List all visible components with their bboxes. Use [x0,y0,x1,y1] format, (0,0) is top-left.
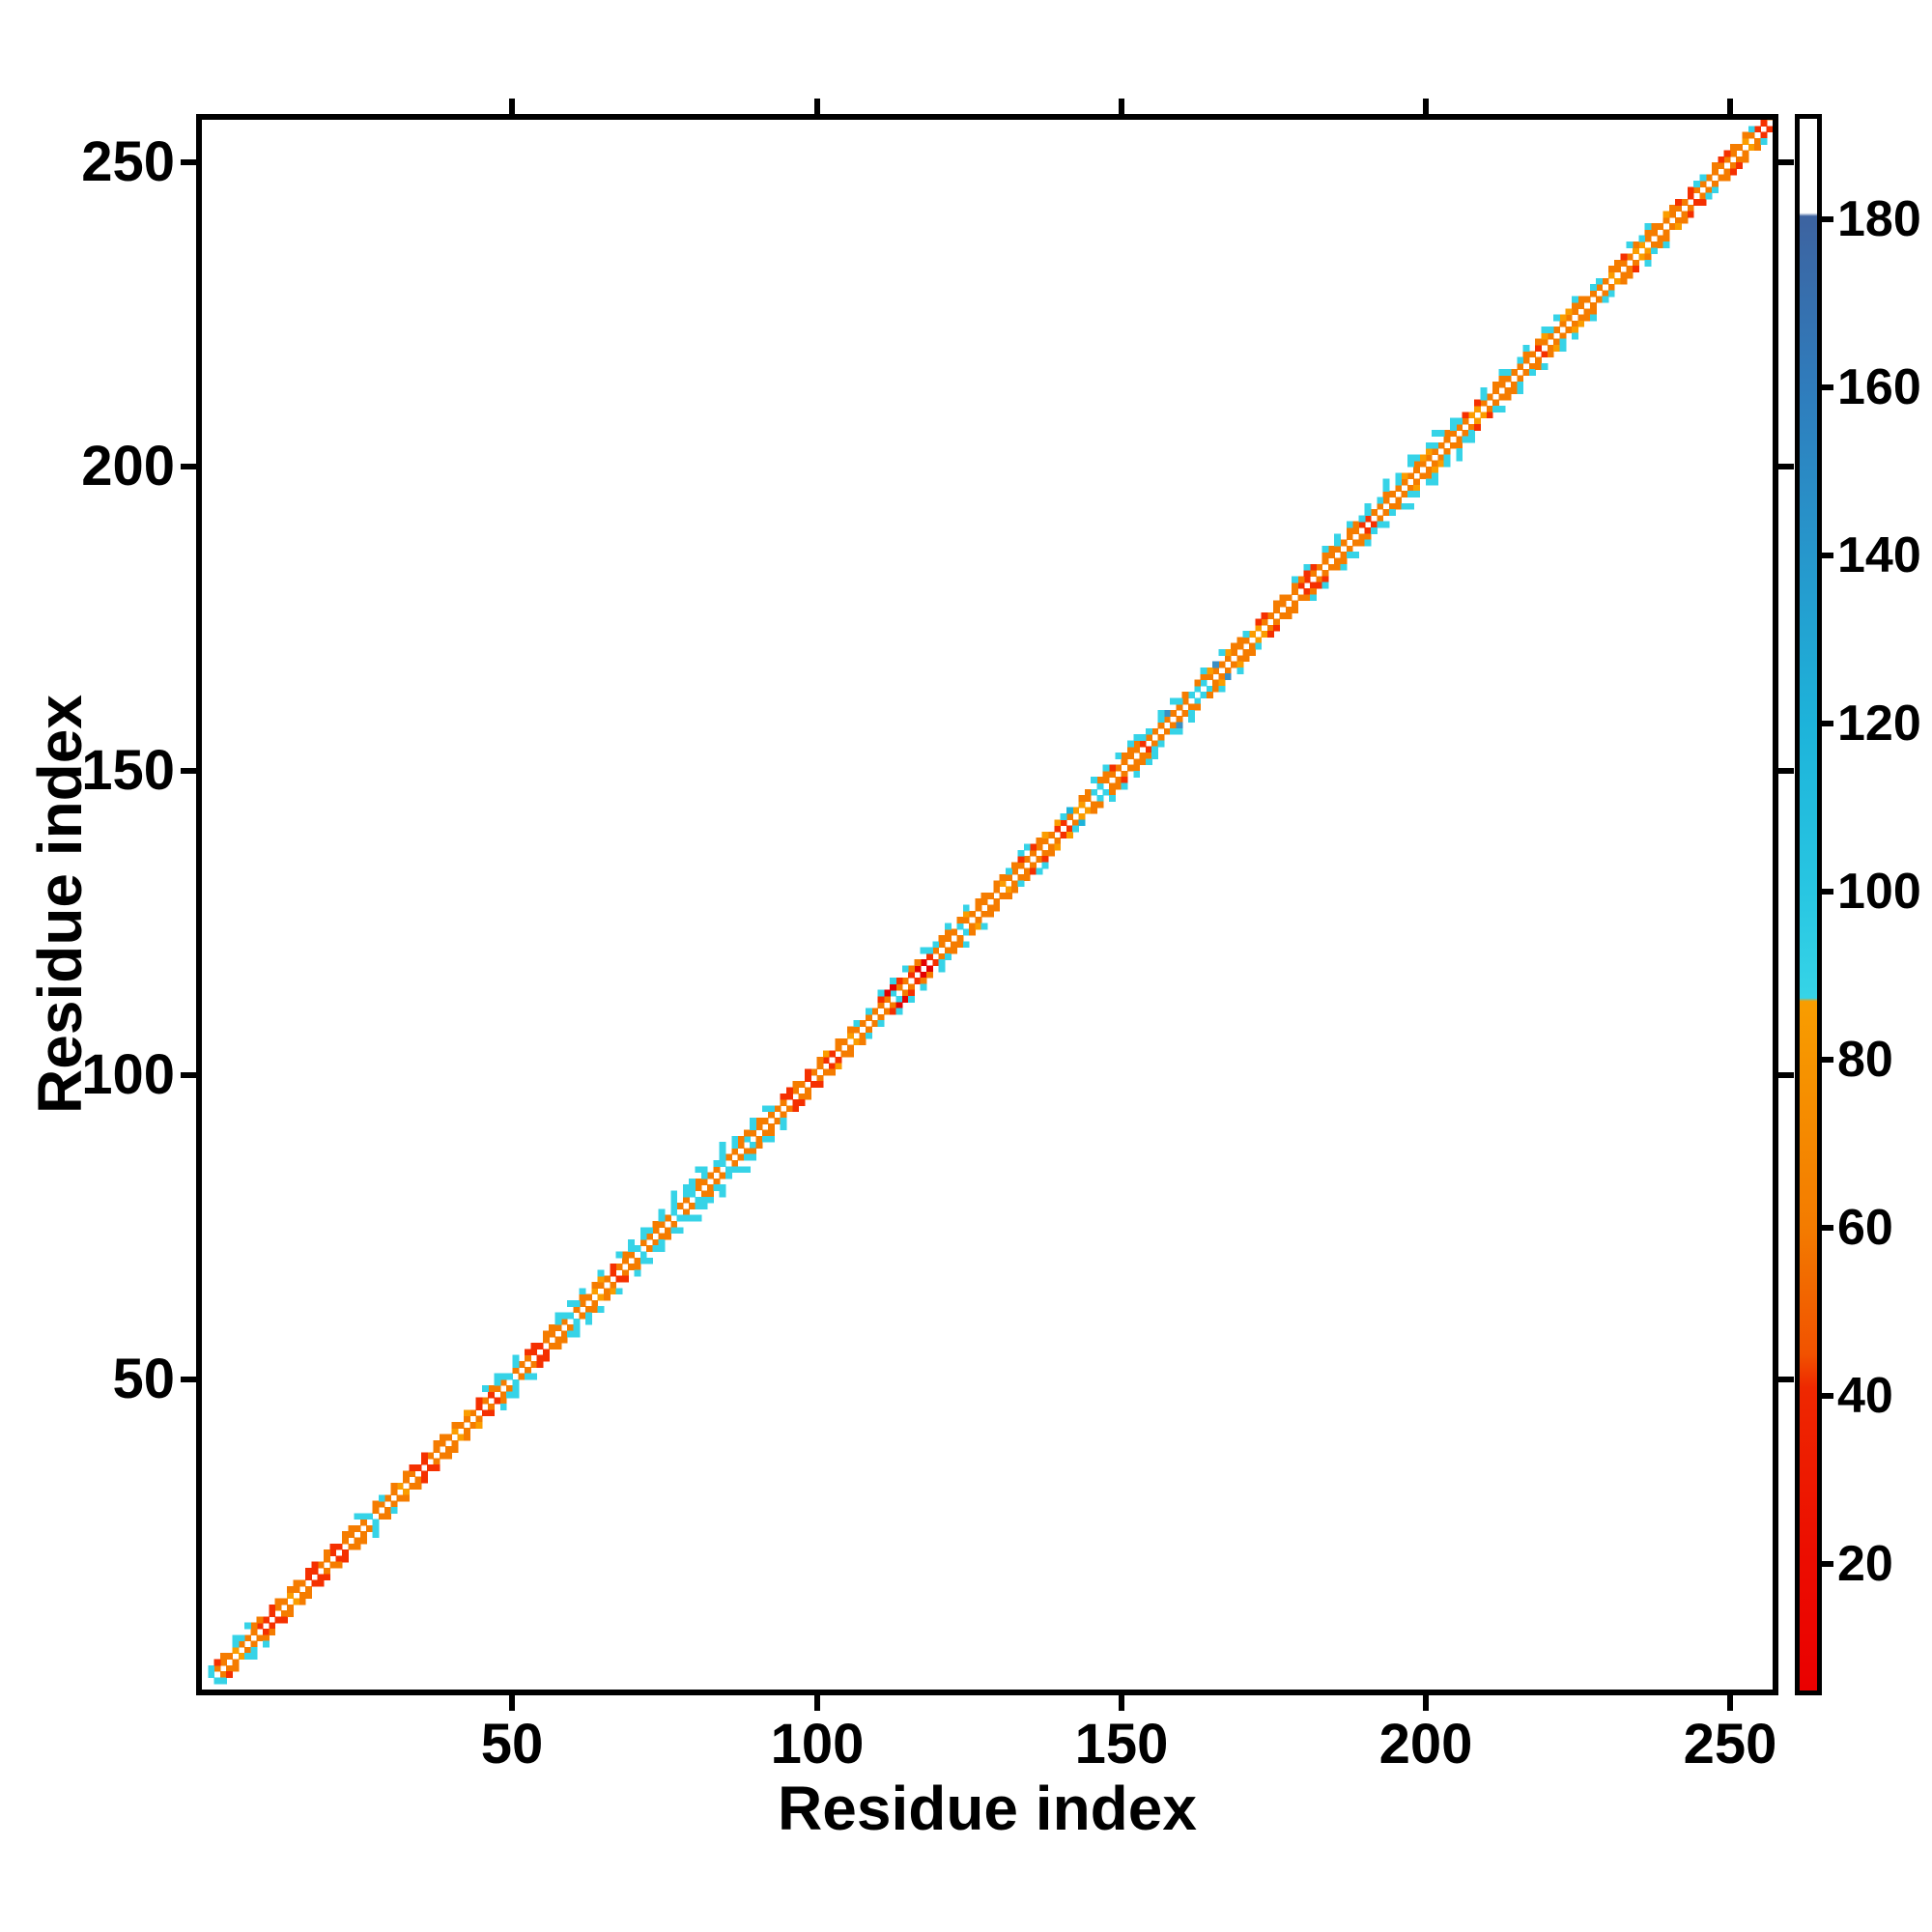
colorbar-tick-label: 120 [1837,696,1921,752]
colorbar-tick-label: 20 [1837,1536,1893,1592]
x-tick-label: 150 [1074,1713,1169,1776]
heatmap-svg [208,120,1773,1685]
y-tick-label: 150 [81,739,175,802]
y-tick-left [181,464,196,469]
x-tick-bottom [1727,1695,1733,1711]
y-tick-label: 100 [81,1043,175,1106]
y-axis-label: Residue index [25,695,95,1114]
y-tick-right [1778,159,1794,165]
y-tick-label: 200 [81,435,175,497]
x-axis-label: Residue index [778,1774,1197,1843]
colorbar-tick-label: 160 [1837,359,1921,415]
y-tick-right [1778,464,1794,469]
x-tick-bottom [1423,1695,1429,1711]
x-tick-label: 250 [1683,1713,1777,1776]
y-tick-left [181,1072,196,1078]
x-tick-label: 200 [1378,1713,1473,1776]
colorbar-tick [1822,1561,1833,1567]
colorbar-tick [1822,1225,1833,1231]
colorbar-tick [1822,553,1833,558]
x-tick-bottom [1119,1695,1124,1711]
colorbar-tick-label: 140 [1837,527,1921,583]
colorbar-tick-label: 180 [1837,191,1921,247]
colorbar-tick-label: 40 [1837,1368,1893,1424]
contact-map-plot [196,114,1778,1695]
colorbar-tick-label: 100 [1837,864,1921,920]
colorbar [1795,114,1822,1695]
y-tick-right [1778,768,1794,774]
x-tick-top [1119,99,1124,114]
x-tick-bottom [509,1695,515,1711]
colorbar-tick [1822,889,1833,895]
y-tick-right [1778,1072,1794,1078]
colorbar-tick [1822,1057,1833,1063]
colorbar-tick [1822,1393,1833,1399]
x-tick-top [1727,99,1733,114]
y-tick-label: 250 [81,130,175,193]
y-tick-label: 50 [112,1348,175,1410]
x-tick-top [1423,99,1429,114]
y-tick-left [181,768,196,774]
colorbar-tick [1822,721,1833,726]
colorbar-tick [1822,216,1833,222]
colorbar-tick-label: 60 [1837,1200,1893,1256]
y-tick-left [181,159,196,165]
x-tick-top [509,99,515,114]
colorbar-tick-label: 80 [1837,1032,1893,1088]
colorbar-tick [1822,384,1833,390]
x-tick-top [814,99,820,114]
x-tick-label: 100 [770,1713,865,1776]
y-tick-left [181,1377,196,1382]
x-tick-label: 50 [480,1713,544,1776]
y-tick-right [1778,1377,1794,1382]
x-tick-bottom [814,1695,820,1711]
